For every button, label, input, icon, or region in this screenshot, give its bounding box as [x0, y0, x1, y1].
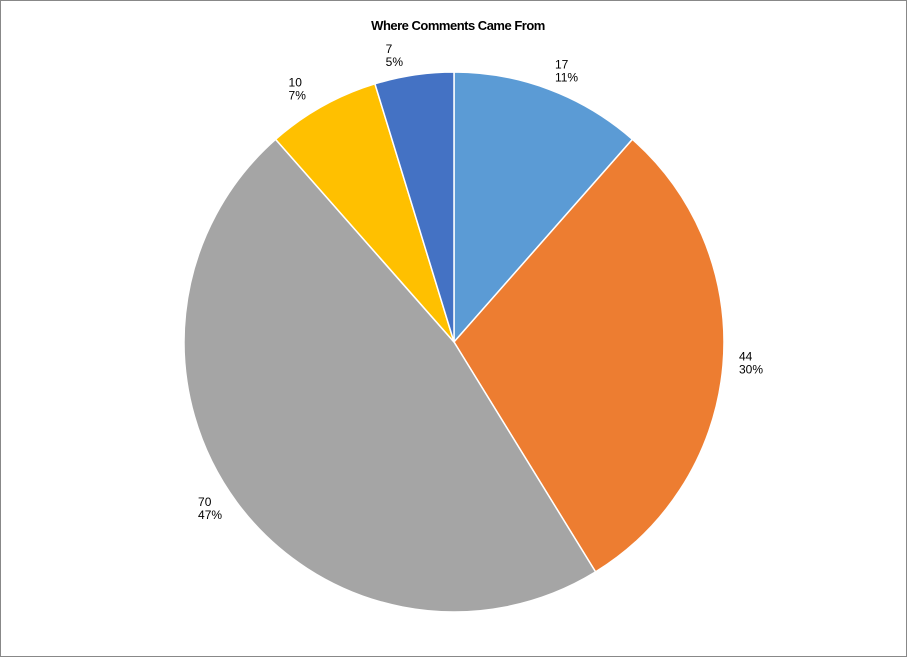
data-label: 44: [739, 349, 753, 363]
data-label: 70: [198, 495, 212, 509]
percent-label: 30%: [739, 362, 763, 376]
chart-title: Where Comments Came From: [371, 18, 545, 33]
pie-slice: [274, 82, 455, 343]
percent-label: 11%: [555, 70, 578, 84]
pie-slice: [453, 138, 725, 573]
data-label: 7: [386, 42, 393, 56]
pie-slice: [183, 138, 597, 613]
data-label: 17: [555, 57, 569, 71]
percent-label: 5%: [386, 55, 404, 69]
pie-slice: [374, 71, 455, 343]
pie-slice: [453, 71, 634, 344]
data-label: 10: [289, 75, 303, 89]
percent-label: 47%: [198, 508, 222, 522]
percent-label: 7%: [289, 88, 307, 102]
